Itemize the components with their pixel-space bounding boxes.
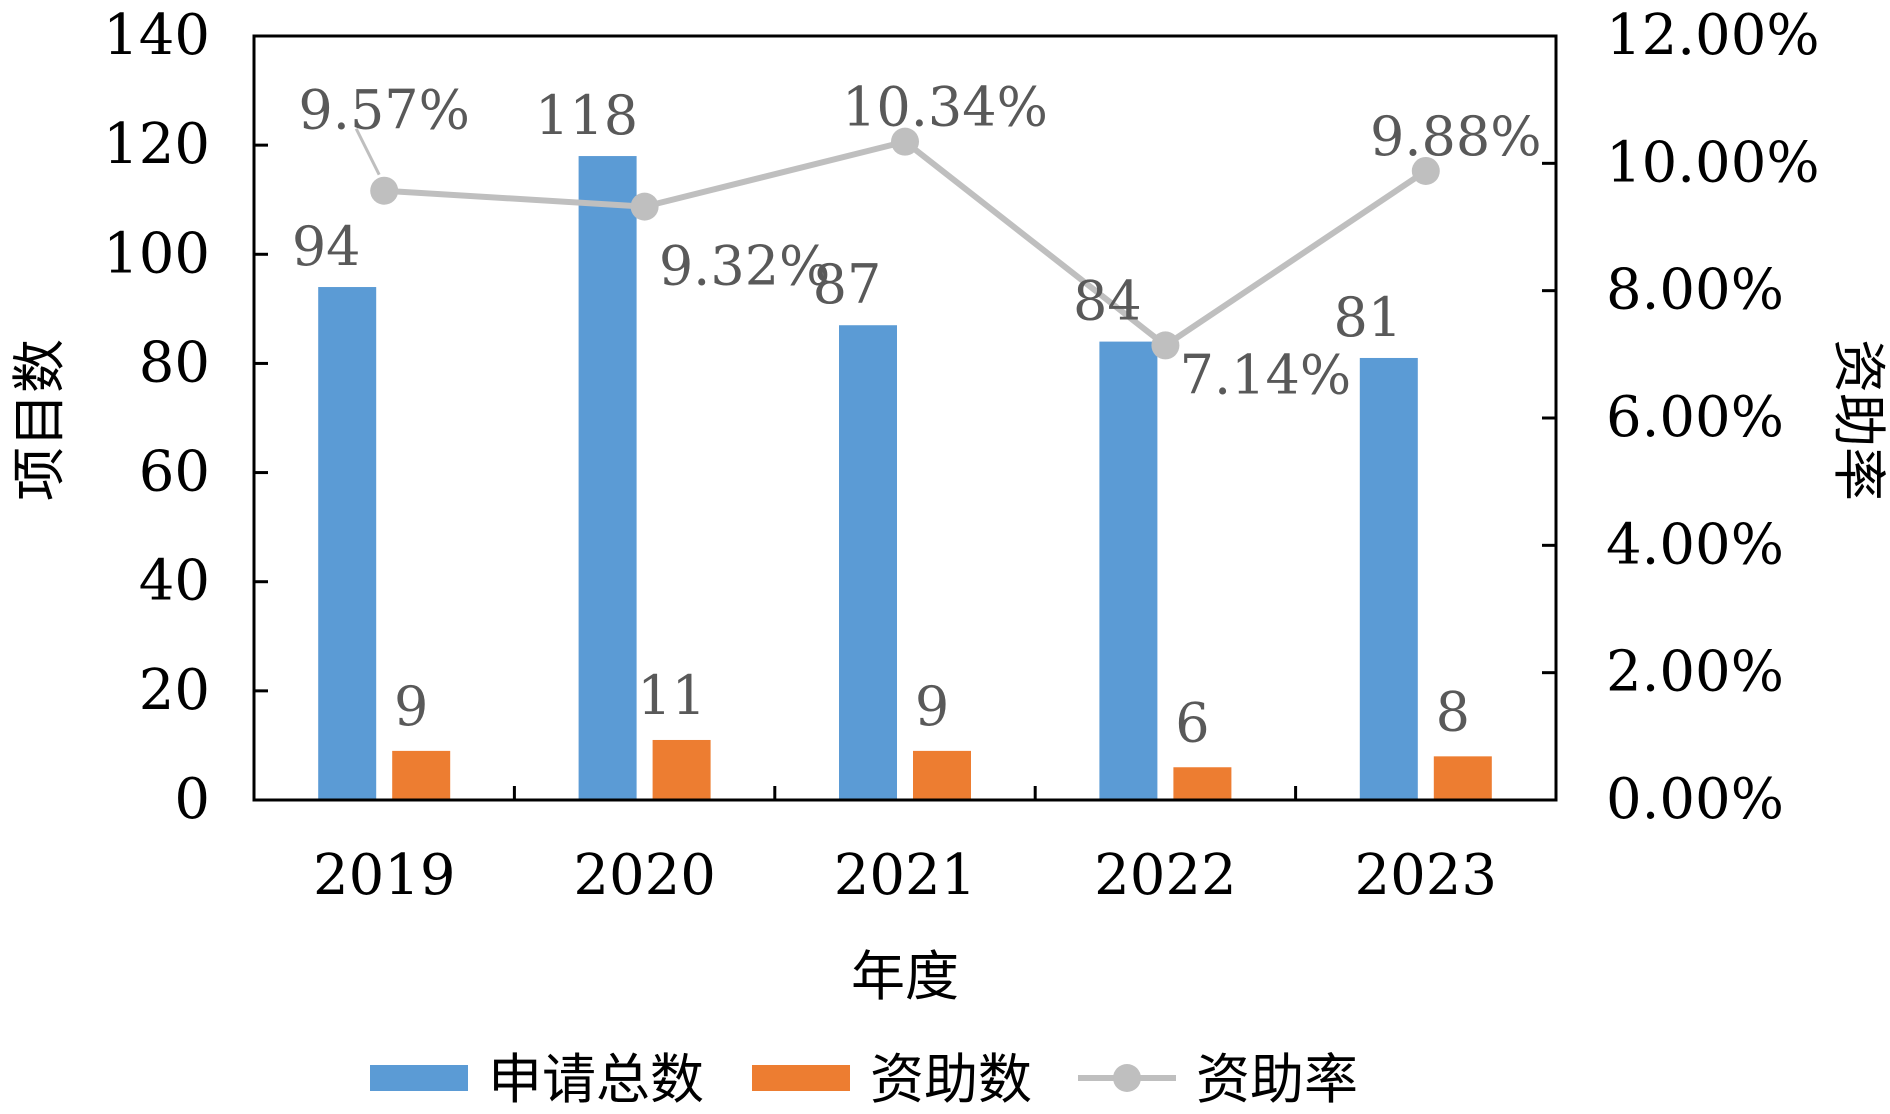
x-tick-label: 2021	[834, 843, 977, 908]
y2-tick-label: 12.00%	[1606, 3, 1820, 68]
y-tick-label: 60	[139, 440, 210, 505]
bar	[652, 739, 711, 800]
y2-tick-label: 0.00%	[1606, 767, 1784, 832]
legend-label: 申请总数	[488, 1048, 704, 1111]
rate-point	[630, 192, 659, 221]
bar-layer	[318, 156, 1492, 801]
bar-value-label: 9	[915, 675, 949, 738]
rate-value-label: 10.34%	[842, 76, 1048, 139]
rate-point	[1151, 331, 1180, 360]
y-tick-label: 0	[174, 767, 210, 832]
bar-value-label: 118	[535, 84, 638, 147]
bar	[913, 750, 971, 800]
y2-axis-title: 资助率	[1827, 339, 1890, 501]
rate-point	[1411, 156, 1440, 185]
axes: 0 20 40 60 80 100 120 140 0.00% 2.00% 4.00% 6.00% 8.…	[103, 3, 1819, 908]
data-labels: 94 118 87 84 81 9 11 9 6 8 9.57% 9.32% 10.34% 7.14% 9.…	[292, 76, 1542, 755]
y2-tick-label: 8.00%	[1606, 258, 1784, 323]
bar-value-label: 9	[394, 675, 428, 738]
rate-value-label: 7.14%	[1180, 343, 1352, 406]
rate-line	[384, 138, 1428, 350]
bar	[1359, 357, 1418, 800]
y-tick-label: 120	[103, 112, 210, 177]
legend-swatch	[752, 1065, 850, 1091]
legend-swatch	[370, 1065, 468, 1091]
bar	[392, 750, 451, 800]
bar-value-label: 11	[637, 664, 706, 727]
x-tick-label: 2019	[313, 843, 456, 908]
y2-tick-label: 2.00%	[1606, 640, 1784, 705]
leader-line	[354, 128, 381, 176]
y-tick-label: 140	[103, 3, 210, 68]
bar-value-label: 6	[1175, 691, 1209, 754]
bar-value-label: 94	[292, 215, 361, 278]
legend-label: 资助率	[1196, 1048, 1358, 1111]
rate-value-label: 9.88%	[1370, 105, 1542, 168]
x-tick-label: 2023	[1355, 843, 1498, 908]
bar-value-label: 84	[1073, 270, 1142, 333]
x-tick-label: 2020	[573, 843, 716, 908]
bar	[318, 287, 377, 800]
bar-value-label: 8	[1436, 680, 1470, 743]
bar	[1173, 767, 1232, 800]
x-axis-title: 年度	[851, 945, 959, 1008]
bar	[1099, 341, 1158, 800]
rate-value-label: 9.32%	[659, 235, 831, 298]
legend-marker	[1113, 1064, 1141, 1092]
rate-point	[891, 127, 919, 156]
y2-tick-label: 10.00%	[1606, 130, 1820, 195]
y-tick-label: 80	[139, 330, 210, 395]
y-tick-label: 100	[103, 221, 210, 286]
legend: 申请总数 资助数 资助率	[370, 1048, 1358, 1111]
y-axis-title: 项目数	[8, 339, 71, 501]
y-tick-label: 20	[139, 658, 210, 723]
bar	[839, 325, 897, 800]
bar	[578, 156, 637, 801]
bar	[1433, 756, 1492, 800]
y-tick-label: 40	[139, 549, 210, 614]
y2-tick-label: 4.00%	[1606, 512, 1784, 577]
rate-point	[370, 176, 399, 205]
legend-label: 资助数	[870, 1048, 1032, 1111]
bar-value-label: 81	[1333, 286, 1402, 349]
rate-value-label: 9.57%	[298, 79, 470, 142]
line-layer	[354, 127, 1440, 360]
bar-value-label: 87	[813, 253, 882, 316]
x-tick-label: 2022	[1094, 843, 1237, 908]
y2-tick-label: 6.00%	[1606, 385, 1784, 450]
